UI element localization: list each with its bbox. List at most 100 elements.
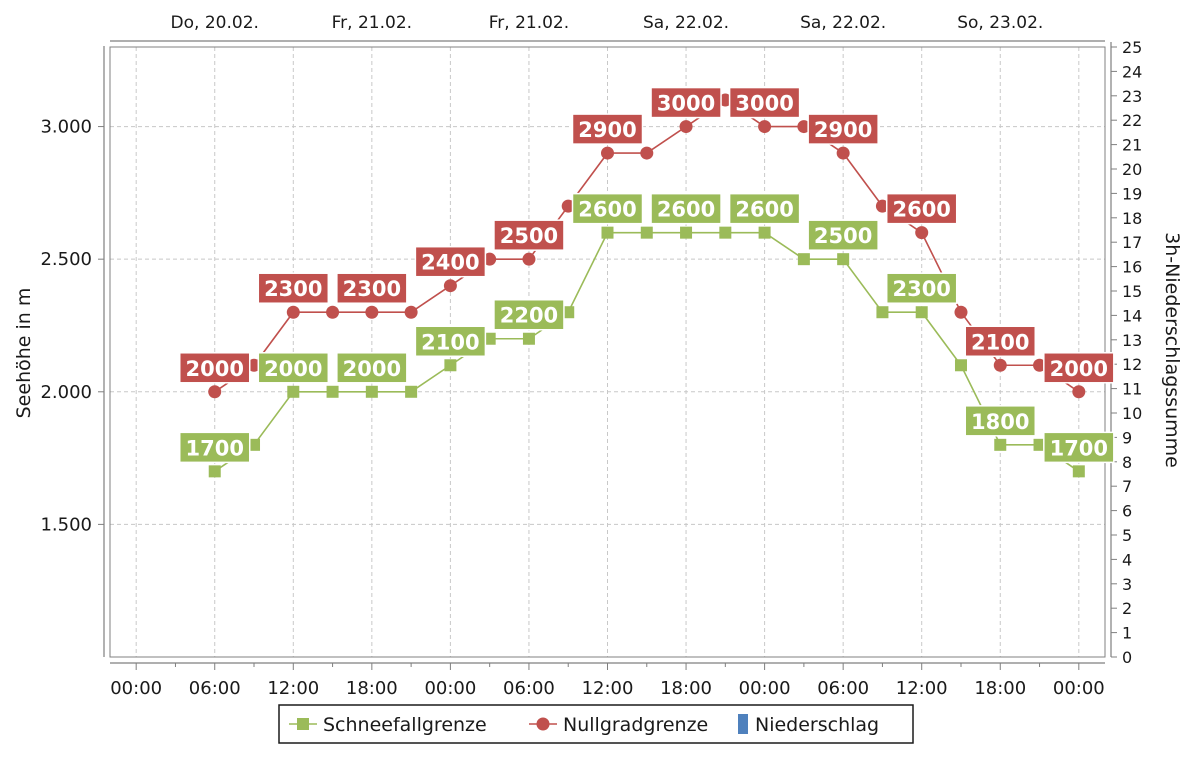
date-label: So, 23.02. <box>957 13 1043 33</box>
y-right-tick-label: 1 <box>1122 624 1132 643</box>
y-right-tick-label: 25 <box>1122 38 1142 57</box>
x-tick-label: 00:00 <box>110 678 162 699</box>
data-label-schneefallgrenze: 1700 <box>1050 436 1108 460</box>
data-point-nullgradgrenze <box>601 146 614 160</box>
data-point-schneefallgrenze <box>915 306 928 319</box>
data-point-schneefallgrenze <box>837 253 850 266</box>
data-point-schneefallgrenze <box>680 226 693 239</box>
data-point-schneefallgrenze <box>248 438 261 451</box>
data-point-nullgradgrenze <box>365 305 379 319</box>
data-label-schneefallgrenze: 2300 <box>892 277 950 301</box>
data-point-schneefallgrenze <box>287 385 300 398</box>
data-point-nullgradgrenze <box>443 279 457 293</box>
data-point-nullgradgrenze <box>718 93 732 107</box>
data-point-nullgradgrenze <box>561 199 575 213</box>
data-label-box-nullgradgrenze <box>807 113 879 145</box>
data-point-schneefallgrenze <box>719 226 732 239</box>
data-point-schneefallgrenze <box>640 226 653 239</box>
y-left-tick-label: 1.500 <box>40 514 92 535</box>
y-right-tick-label: 8 <box>1122 453 1132 472</box>
data-label-box-schneefallgrenze <box>336 352 408 384</box>
grid <box>110 47 1105 657</box>
data-point-nullgradgrenze <box>836 146 850 160</box>
y-right-tick-label: 3 <box>1122 575 1132 594</box>
data-point-schneefallgrenze <box>601 226 614 239</box>
data-label-box-nullgradgrenze <box>885 192 958 225</box>
data-label-schneefallgrenze: 2200 <box>500 304 558 328</box>
data-point-nullgradgrenze <box>326 305 340 319</box>
data-point-nullgradgrenze <box>1072 385 1086 399</box>
data-point-schneefallgrenze <box>1033 438 1046 451</box>
data-point-schneefallgrenze <box>876 306 889 319</box>
data-label-nullgradgrenze: 2300 <box>264 277 322 301</box>
data-point-nullgradgrenze <box>522 252 536 266</box>
y-left-tick-label: 2.000 <box>40 382 92 403</box>
data-label-schneefallgrenze: 1800 <box>971 410 1029 434</box>
y-right-tick-label: 16 <box>1122 258 1142 277</box>
y-right-tick-label: 19 <box>1122 184 1142 203</box>
x-tick-label: 00:00 <box>1053 678 1105 699</box>
y-right-tick-label: 5 <box>1122 526 1132 545</box>
data-label-nullgradgrenze: 2000 <box>186 357 244 381</box>
series-line-schneefallgrenze <box>214 231 1080 473</box>
x-tick-label: 18:00 <box>346 678 398 699</box>
data-label-box-schneefallgrenze <box>728 192 801 225</box>
data-label-box-schneefallgrenze <box>964 405 1037 437</box>
y-right-tick-label: 4 <box>1122 550 1132 569</box>
data-label-box-nullgradgrenze <box>728 86 801 119</box>
data-label-box-nullgradgrenze <box>178 352 251 384</box>
date-label: Sa, 22.02. <box>643 13 729 33</box>
y-axis-right-title: 3h-Niederschlagssumme <box>1161 232 1183 468</box>
data-label-nullgradgrenze: 3000 <box>657 92 715 116</box>
x-tick-label: 18:00 <box>660 678 712 699</box>
data-label-schneefallgrenze: 2600 <box>578 198 636 222</box>
data-label-box-nullgradgrenze <box>336 272 408 304</box>
data-point-schneefallgrenze <box>954 359 967 372</box>
legend-label: Nullgradgrenze <box>563 714 708 736</box>
data-label-box-schneefallgrenze <box>650 192 722 225</box>
data-point-schneefallgrenze <box>405 385 418 398</box>
y-right-tick-label: 24 <box>1122 62 1142 81</box>
data-point-schneefallgrenze <box>562 306 575 319</box>
data-label-nullgradgrenze: 2600 <box>892 198 950 222</box>
x-tick-label: 00:00 <box>739 678 791 699</box>
y-right-tick-label: 11 <box>1122 380 1142 399</box>
data-point-schneefallgrenze <box>444 359 457 372</box>
series-layer <box>208 93 1086 478</box>
data-label-box-nullgradgrenze <box>964 325 1037 358</box>
data-label-box-schneefallgrenze <box>414 325 487 358</box>
data-point-nullgradgrenze <box>679 120 693 134</box>
y-right-tick-label: 9 <box>1122 428 1132 447</box>
y-right-tick-label: 0 <box>1122 648 1132 667</box>
y-axis-left-title: Seehöhe in m <box>13 288 35 419</box>
axes: 1.5002.0002.5003.00001234567891011121314… <box>40 13 1142 699</box>
y-right-tick-label: 13 <box>1122 331 1142 350</box>
data-label-schneefallgrenze: 2000 <box>343 357 401 381</box>
y-right-tick-label: 15 <box>1122 282 1142 301</box>
data-point-nullgradgrenze <box>993 358 1007 372</box>
data-point-nullgradgrenze <box>797 120 811 134</box>
data-label-schneefallgrenze: 2500 <box>814 224 872 248</box>
y-right-tick-label: 18 <box>1122 209 1142 228</box>
y-right-tick-label: 17 <box>1122 233 1142 252</box>
x-tick-label: 12:00 <box>582 678 634 699</box>
date-label: Do, 20.02. <box>171 13 259 33</box>
data-label-box-schneefallgrenze <box>885 272 958 304</box>
data-point-nullgradgrenze <box>1033 358 1047 372</box>
data-label-schneefallgrenze: 1700 <box>186 436 244 460</box>
data-label-schneefallgrenze: 2600 <box>735 198 793 222</box>
legend-square-icon <box>297 718 309 730</box>
y-left-tick-label: 3.000 <box>40 117 92 138</box>
date-label: Sa, 22.02. <box>800 13 886 33</box>
data-label-box-schneefallgrenze <box>807 219 879 251</box>
data-label-nullgradgrenze: 2500 <box>500 224 558 248</box>
y-right-tick-label: 22 <box>1122 111 1142 130</box>
data-point-schneefallgrenze <box>365 385 378 398</box>
legend-box <box>278 704 914 744</box>
data-label-box-schneefallgrenze <box>571 192 644 225</box>
y-right-tick-label: 6 <box>1122 502 1132 521</box>
data-label-box-schneefallgrenze <box>257 352 330 384</box>
x-tick-label: 06:00 <box>503 678 555 699</box>
legend-label: Niederschlag <box>755 714 879 736</box>
data-point-schneefallgrenze <box>483 332 496 345</box>
